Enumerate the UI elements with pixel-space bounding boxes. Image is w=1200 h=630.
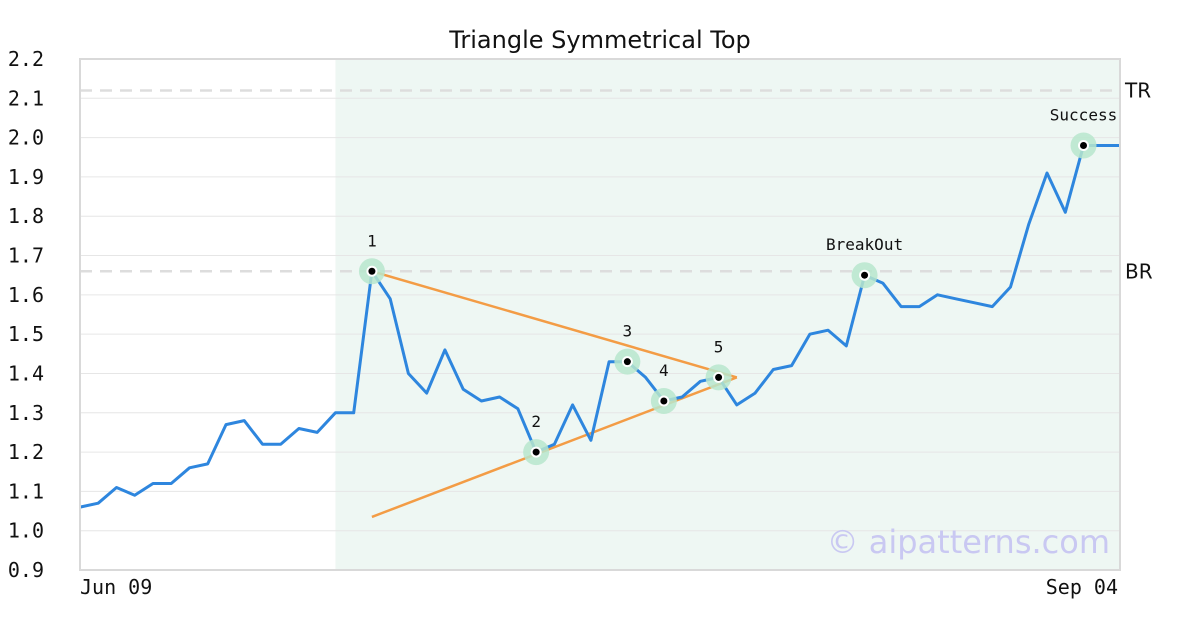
key-point-dot	[861, 271, 869, 279]
price-series-line	[79, 144, 1120, 509]
key-point-dot	[715, 373, 723, 381]
y-tick-label: 1.5	[8, 322, 44, 346]
y-tick-label: 2.2	[8, 47, 44, 71]
key-point-label: Success	[1050, 105, 1117, 124]
y-tick-label: 1.0	[8, 519, 44, 543]
key-point-dot	[532, 448, 540, 456]
key-point-dot	[368, 267, 376, 275]
plot-frame	[79, 58, 1121, 571]
y-tick-label: 2.0	[8, 126, 44, 150]
y-tick-label: 1.2	[8, 440, 44, 464]
y-tick-label: 2.1	[8, 86, 44, 110]
key-point-label: 5	[714, 337, 724, 356]
watermark: © aipatterns.com	[827, 523, 1110, 561]
y-tick-label: 1.4	[8, 361, 44, 385]
y-tick-label: 1.6	[8, 283, 44, 307]
key-point-label: BreakOut	[826, 235, 903, 254]
key-point-dot	[660, 397, 668, 405]
y-tick-label: 1.3	[8, 401, 44, 425]
key-point-label: 3	[623, 322, 633, 341]
trendline	[371, 270, 738, 379]
key-point-label: 2	[531, 412, 541, 431]
level-label-br: BR	[1125, 259, 1153, 283]
x-tick-end: Sep 04	[1046, 575, 1118, 599]
x-tick-start: Jun 09	[80, 575, 152, 599]
y-tick-label: 0.9	[8, 558, 44, 582]
key-points: 1 2 3 4 5 BreakOut Success	[358, 105, 1117, 466]
level-lines: TR BR	[80, 78, 1153, 283]
chart-title: Triangle Symmetrical Top	[448, 26, 751, 54]
y-tick-label: 1.8	[8, 204, 44, 228]
level-label-tr: TR	[1124, 78, 1151, 102]
y-tick-label: 1.9	[8, 165, 44, 189]
y-axis: 0.9 1.0 1.1 1.2 1.3 1.4 1.5 1.6 1.7 1.8 1.9 2.0 2.1 2…	[8, 47, 44, 582]
key-point-dot	[623, 358, 631, 366]
y-tick-label: 1.1	[8, 479, 44, 503]
pattern-highlight-region	[335, 59, 1120, 570]
key-point-label: 4	[659, 361, 669, 380]
y-tick-label: 1.7	[8, 244, 44, 268]
key-point-dot	[1080, 141, 1088, 149]
key-point-label: 1	[367, 231, 377, 250]
